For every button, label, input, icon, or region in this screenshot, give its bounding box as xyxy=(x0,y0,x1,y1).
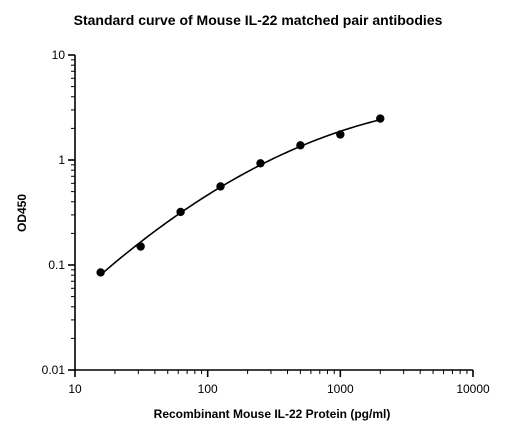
data-point xyxy=(136,242,145,251)
x-tick-label: 10000 xyxy=(456,382,490,396)
y-tick-label: 0.01 xyxy=(42,363,66,377)
x-tick-label: 100 xyxy=(198,382,218,396)
tick-labels: 0.01 0.1 1 10 10 100 1000 10000 xyxy=(42,48,490,396)
axes xyxy=(68,54,474,377)
data-point xyxy=(336,130,345,139)
data-point xyxy=(256,159,265,168)
x-tick-label: 1000 xyxy=(327,382,354,396)
data-point xyxy=(96,268,105,277)
x-tick-label: 10 xyxy=(68,382,82,396)
data-point xyxy=(376,114,385,123)
y-axis-label: OD450 xyxy=(15,194,29,232)
data-points xyxy=(96,114,385,277)
y-tick-label: 10 xyxy=(52,48,66,62)
chart-title: Standard curve of Mouse IL-22 matched pa… xyxy=(73,12,443,28)
data-point xyxy=(296,141,305,150)
data-point xyxy=(176,207,185,217)
data-point xyxy=(216,182,225,191)
y-tick-label: 0.1 xyxy=(48,258,65,272)
fit-curve-group xyxy=(100,118,381,276)
fit-curve-line xyxy=(100,118,381,276)
y-tick-label: 1 xyxy=(58,153,65,167)
x-axis-label: Recombinant Mouse IL-22 Protein (pg/ml) xyxy=(154,407,391,421)
